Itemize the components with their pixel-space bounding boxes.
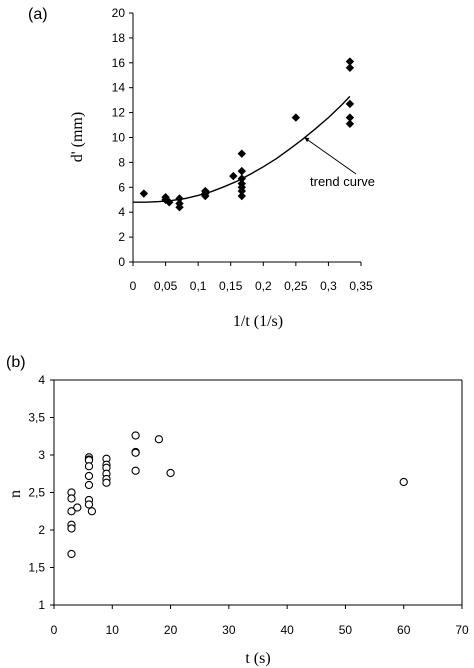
data-point-diamond (345, 119, 355, 129)
x-axis-title: 1/t (1/s) (233, 313, 283, 330)
x-tick-label: 70 (455, 623, 469, 637)
y-tick-label: 1 (38, 598, 45, 612)
x-tick-label: 30 (222, 623, 236, 637)
y-tick-label: 8 (118, 155, 125, 169)
data-point-circle (166, 468, 175, 478)
y-tick-label: 16 (112, 56, 126, 70)
data-point-circle (84, 462, 94, 471)
data-point-circle (84, 471, 94, 481)
annotation-arrowhead (304, 137, 310, 143)
data-point-circle (84, 500, 94, 509)
data-point-circle (131, 466, 140, 475)
x-tick-label: 0 (130, 279, 137, 293)
annotation-arrow-line (304, 137, 357, 175)
panel-b-chart: (b) 0 10 20 30 40 50 60 70 1 1,5 2 2,5 3 3,5 4 t (s) n (6, 354, 469, 667)
data-point-diamond (237, 186, 246, 196)
data-point-diamond (237, 166, 246, 176)
data-point-circle (67, 524, 76, 533)
data-point-circle (67, 494, 76, 503)
data-point-circle (67, 507, 76, 516)
panel-label: (b) (6, 354, 26, 371)
data-point-circle (102, 478, 111, 487)
x-tick-label: 0 (51, 623, 58, 637)
y-tick-label: 1,5 (28, 561, 45, 575)
y-axis-title: d' (mm) (69, 112, 86, 162)
y-tick-label: 2 (38, 523, 45, 537)
y-tick-label: 4 (118, 205, 125, 219)
y-tick-label: 0 (118, 255, 125, 269)
data-point-diamond (345, 113, 355, 122)
y-axis-title: n (7, 490, 24, 498)
data-point-diamond (345, 63, 355, 72)
data-point-diamond (165, 198, 174, 207)
data-point-diamond (201, 191, 210, 201)
panel-label: (a) (28, 6, 48, 23)
y-tick-label: 6 (118, 180, 125, 194)
x-tick-label: 0,35 (349, 279, 373, 293)
x-tick-label: 0,3 (320, 279, 337, 293)
data-point-diamond (345, 57, 355, 66)
y-tick-label: 2,5 (28, 486, 45, 500)
data-point-diamond (237, 174, 246, 183)
data-point-diamond (345, 99, 355, 109)
y-tick-label: 3 (38, 448, 45, 462)
x-tick-label: 0,25 (284, 279, 308, 293)
data-point-diamond (139, 189, 149, 198)
x-tick-label: 0,1 (190, 279, 207, 293)
x-tick-label: 60 (397, 623, 411, 637)
data-point-diamond (175, 203, 184, 212)
y-tick-label: 18 (112, 31, 126, 45)
data-point-circle (73, 503, 82, 512)
data-point-circle (131, 431, 140, 440)
data-point-circle (131, 448, 140, 457)
x-tick-label: 0,15 (219, 279, 243, 293)
x-tick-label: 0,2 (255, 279, 272, 293)
y-tick-label: 12 (112, 106, 126, 120)
panel-a-chart: (a) 0 0,05 0,1 0,15 0,2 0,25 0,3 0,35 0 2 4 6 8 10 12 14… (28, 6, 375, 330)
x-tick-label: 50 (339, 623, 353, 637)
data-point-diamond (291, 113, 301, 122)
x-tick-label: 10 (106, 623, 120, 637)
y-tick-label: 10 (112, 131, 126, 145)
data-point-circle (399, 477, 408, 487)
data-point-circle (67, 549, 76, 559)
x-tick-label: 20 (164, 623, 178, 637)
data-point-diamond (229, 171, 238, 181)
x-tick-label: 40 (280, 623, 294, 637)
y-tick-label: 2 (118, 230, 125, 244)
y-tick-label: 4 (38, 373, 45, 387)
trend-curve-label: trend curve (310, 174, 375, 189)
y-tick-label: 20 (112, 6, 126, 20)
data-point-diamond (237, 191, 246, 201)
y-tick-label: 3,5 (28, 411, 45, 425)
data-point-circle (154, 435, 164, 444)
y-tick-label: 14 (112, 81, 126, 95)
data-point-circle (84, 480, 94, 490)
data-point-diamond (175, 194, 184, 203)
data-point-circle (87, 507, 97, 516)
x-axis-title: t (s) (245, 650, 270, 667)
x-tick-label: 0,05 (154, 279, 178, 293)
data-point-diamond (237, 149, 246, 158)
